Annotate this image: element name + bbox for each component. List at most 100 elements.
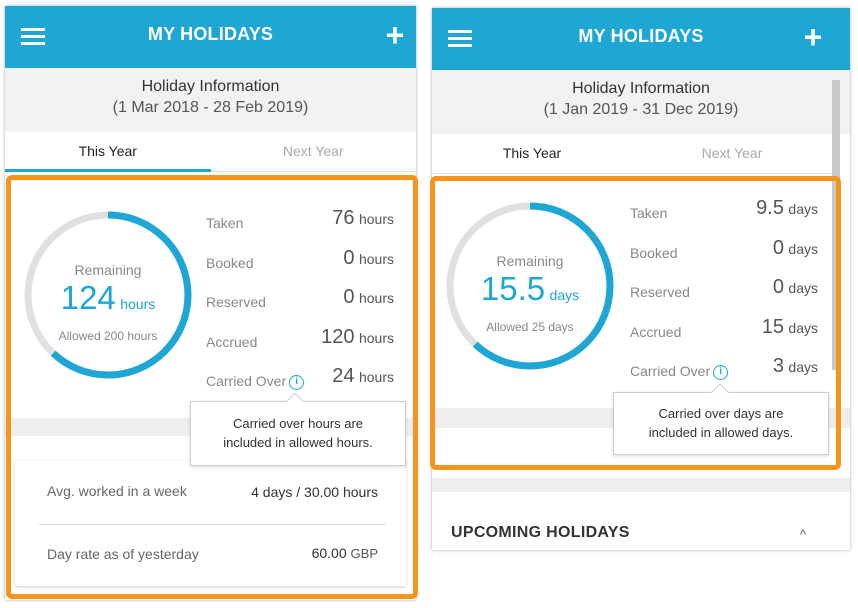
holiday-info-header: Holiday Information (1 Jan 2019 - 31 Dec…	[432, 70, 850, 134]
tooltip-line-1: Carried over days are	[658, 406, 784, 421]
info-icon[interactable]: i	[289, 374, 305, 390]
remaining-label: Remaining	[74, 262, 142, 278]
section-separator-2	[432, 478, 850, 492]
app-title: MY HOLIDAYS	[147, 24, 274, 44]
row-divider	[39, 524, 386, 525]
remaining-value: 124 hours	[22, 279, 194, 317]
stat-reserved-number: 0	[343, 286, 355, 308]
plus-icon[interactable]: +	[803, 19, 823, 55]
stat-carried-over-value: 3 days	[773, 355, 818, 378]
stat-carried-over-unit: days	[788, 359, 818, 375]
stat-accrued-label: Accrued	[206, 334, 258, 350]
app-bar: MY HOLIDAYS +	[5, 6, 416, 68]
stat-accrued-number: 120	[321, 326, 355, 348]
remaining-number: 15.5	[480, 270, 546, 307]
carried-over-text: Carried Over	[630, 363, 711, 379]
stat-taken-value: 9.5 days	[756, 197, 818, 220]
stat-booked-number: 0	[772, 237, 784, 259]
right-highlight-frame	[430, 176, 841, 470]
tab-next-year[interactable]: Next Year	[701, 145, 763, 161]
remaining-unit: hours	[120, 296, 156, 312]
upcoming-holidays-title[interactable]: UPCOMING HOLIDAYS	[451, 524, 630, 541]
stat-booked-value: 0 hours	[343, 247, 394, 270]
stat-carried-over-label: Carried Over i	[206, 373, 305, 390]
stat-accrued-unit: days	[788, 320, 818, 336]
stat-booked-unit: hours	[358, 251, 394, 267]
holiday-info-header: Holiday Information (1 Mar 2018 - 28 Feb…	[5, 68, 416, 132]
info-icon[interactable]: i	[713, 364, 729, 380]
right-phone-screen: MY HOLIDAYS + Holiday Information (1 Jan…	[432, 8, 850, 550]
stat-booked-number: 0	[343, 247, 355, 269]
left-highlight-frame	[6, 175, 418, 599]
stat-accrued-number: 15	[761, 316, 784, 338]
holiday-info-title: Holiday Information	[141, 78, 280, 95]
stat-carried-over-number: 24	[332, 365, 355, 387]
app-title: MY HOLIDAYS	[578, 26, 704, 46]
avg-worked-label: Avg. worked in a week	[47, 483, 187, 499]
day-rate-value: 60.00 GBP	[312, 545, 378, 561]
stat-accrued-value: 120 hours	[321, 326, 394, 349]
stat-reserved-value: 0 hours	[343, 286, 394, 309]
tab-this-year[interactable]: This Year	[78, 143, 137, 159]
stat-booked-value: 0 days	[773, 237, 818, 260]
remaining-label: Remaining	[496, 253, 564, 269]
stat-reserved-label: Reserved	[206, 294, 266, 310]
year-tabs: This Year Next Year	[432, 134, 832, 174]
stat-reserved-unit: days	[788, 280, 818, 296]
tooltip-line-2: included in allowed days.	[648, 425, 794, 440]
holiday-info-title: Holiday Information	[572, 80, 710, 97]
stat-carried-over-unit: hours	[358, 369, 394, 385]
work-details-card: Avg. worked in a week 4 days / 30.00 hou…	[15, 461, 406, 586]
day-rate-number: 60.00	[311, 545, 347, 561]
carried-over-tooltip: Carried over days are included in allowe…	[613, 383, 829, 455]
day-rate-unit: GBP	[350, 546, 378, 561]
stat-taken-unit: hours	[358, 211, 394, 227]
allowed-text: Allowed 25 days	[486, 320, 574, 334]
avg-worked-value: 4 days / 30.00 hours	[251, 484, 378, 500]
remaining-number: 124	[60, 279, 116, 316]
stat-reserved-label: Reserved	[630, 284, 690, 300]
ring-progress	[446, 202, 614, 370]
carried-over-tooltip: Carried over hours are included in allow…	[190, 392, 406, 466]
holiday-info-period: (1 Jan 2019 - 31 Dec 2019)	[543, 101, 739, 118]
stat-carried-over-number: 3	[772, 355, 784, 377]
hamburger-menu-icon[interactable]	[448, 30, 472, 48]
stat-taken-number: 76	[332, 207, 355, 229]
remaining-ring: Remaining 124 hours Allowed 200 hours	[22, 209, 194, 381]
stat-reserved-value: 0 days	[773, 276, 818, 299]
app-bar: MY HOLIDAYS +	[432, 8, 850, 70]
stat-reserved-number: 0	[772, 276, 784, 298]
day-rate-label: Day rate as of yesterday	[47, 546, 199, 562]
tooltip-line-1: Carried over hours are	[232, 416, 364, 431]
remaining-value: 15.5 days	[444, 270, 616, 308]
stat-taken-number: 9.5	[756, 197, 784, 219]
plus-icon[interactable]: +	[385, 17, 405, 53]
hamburger-menu-icon[interactable]	[21, 28, 45, 46]
stat-taken-value: 76 hours	[332, 207, 394, 230]
left-phone-screen: MY HOLIDAYS + Holiday Information (1 Mar…	[5, 6, 416, 600]
stat-reserved-unit: hours	[358, 290, 394, 306]
remaining-ring-chart	[446, 202, 614, 370]
allowed-text: Allowed 200 hours	[58, 329, 158, 343]
remaining-ring: Remaining 15.5 days Allowed 25 days	[444, 200, 616, 372]
holiday-info-period: (1 Mar 2018 - 28 Feb 2019)	[112, 99, 309, 116]
tab-next-year[interactable]: Next Year	[282, 143, 344, 159]
active-tab-indicator	[5, 169, 211, 172]
stat-booked-unit: days	[788, 241, 818, 257]
tab-this-year[interactable]: This Year	[502, 145, 562, 161]
stat-taken-unit: days	[788, 201, 818, 217]
stat-taken-label: Taken	[206, 215, 244, 231]
stat-carried-over-label: Carried Over i	[630, 363, 729, 380]
chevron-up-icon[interactable]: ^	[799, 527, 806, 542]
stat-accrued-label: Accrued	[630, 324, 682, 340]
stat-accrued-unit: hours	[358, 330, 394, 346]
year-tabs: This Year Next Year	[5, 132, 416, 172]
carried-over-text: Carried Over	[206, 373, 287, 389]
remaining-ring-chart	[24, 211, 192, 379]
stat-taken-label: Taken	[630, 205, 668, 221]
stat-accrued-value: 15 days	[762, 316, 818, 339]
stat-booked-label: Booked	[630, 245, 678, 261]
ring-progress	[24, 211, 192, 379]
tooltip-line-2: included in allowed hours.	[223, 435, 373, 450]
remaining-unit: days	[549, 287, 580, 303]
